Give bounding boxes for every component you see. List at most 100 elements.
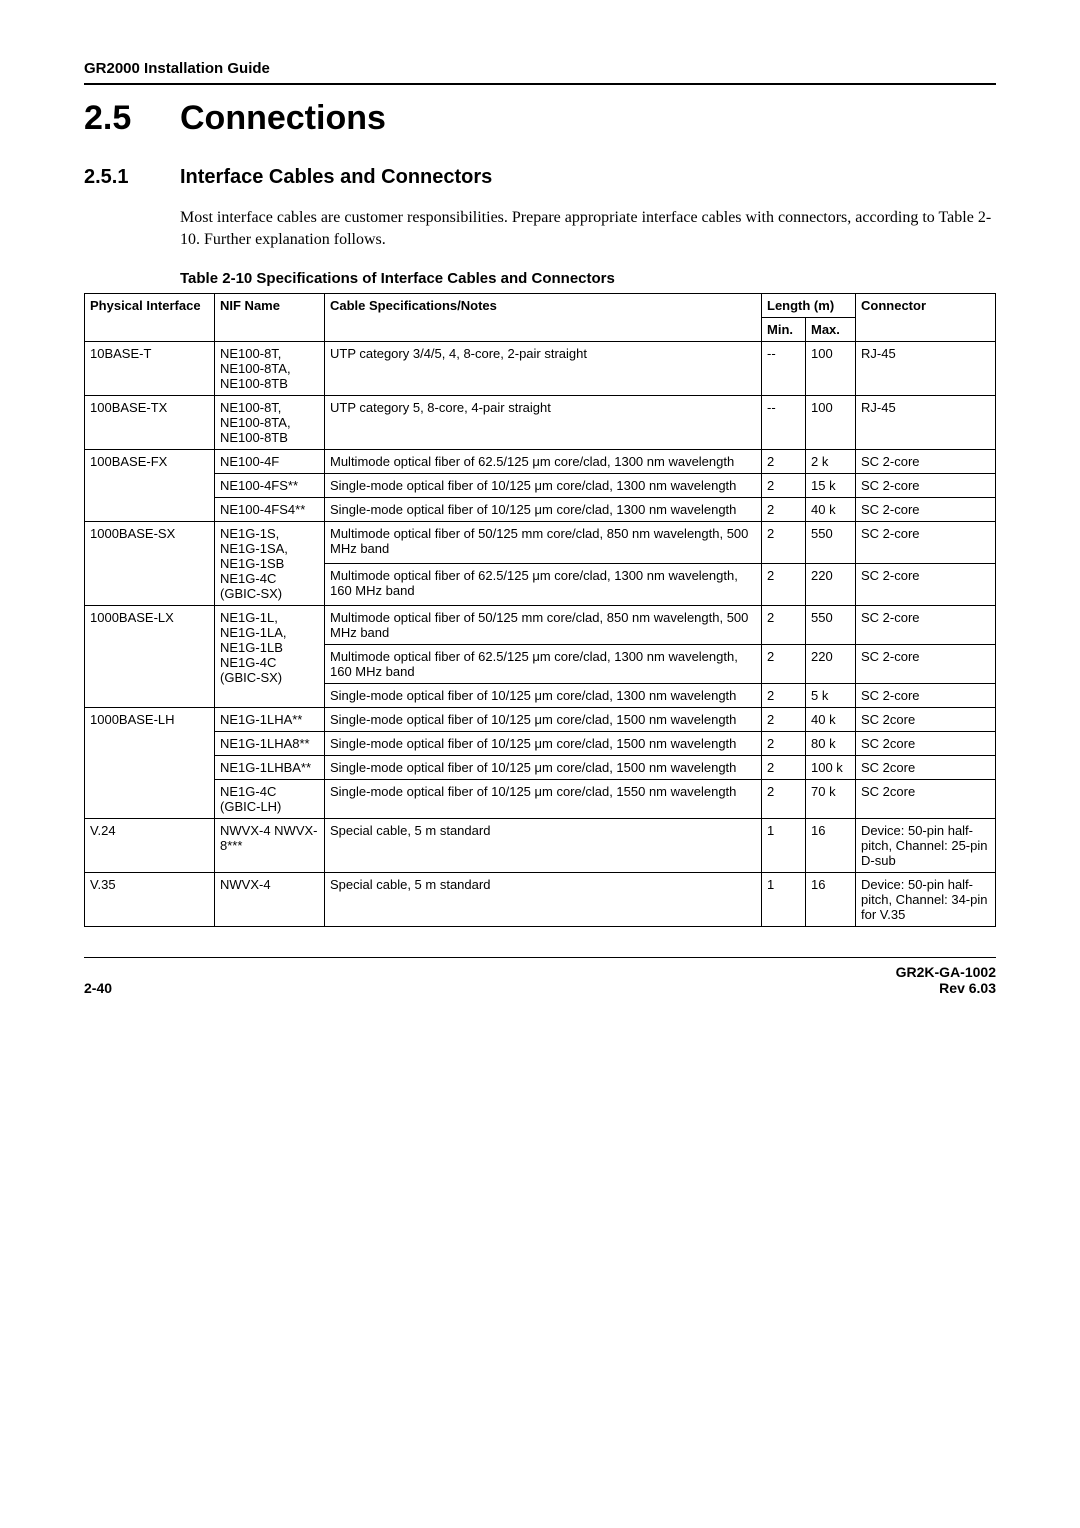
cell-max: 100 k xyxy=(806,756,856,780)
col-physical-interface: Physical Interface xyxy=(85,294,215,342)
cell-cable-spec: Special cable, 5 m standard xyxy=(325,819,762,873)
cell-nif-name: NE1G-1S, NE1G-1SA, NE1G-1SB NE1G-4C (GBI… xyxy=(215,522,325,606)
cell-physical-interface: 1000BASE-LX xyxy=(85,606,215,708)
cell-max: 550 xyxy=(806,522,856,564)
cell-cable-spec: Single-mode optical fiber of 10/125 μm c… xyxy=(325,684,762,708)
table-row: NE1G-1LHBA**Single-mode optical fiber of… xyxy=(85,756,996,780)
cell-nif-name: NE100-4FS** xyxy=(215,474,325,498)
subsection-number: 2.5.1 xyxy=(84,166,180,189)
cell-cable-spec: Single-mode optical fiber of 10/125 μm c… xyxy=(325,780,762,819)
cell-min: -- xyxy=(762,396,806,450)
cell-min: 2 xyxy=(762,645,806,684)
table-row: 1000BASE-SXNE1G-1S, NE1G-1SA, NE1G-1SB N… xyxy=(85,522,996,564)
table-caption: Table 2-10 Specifications of Interface C… xyxy=(180,270,996,287)
cell-nif-name: NE1G-1L, NE1G-1LA, NE1G-1LB NE1G-4C (GBI… xyxy=(215,606,325,708)
cell-nif-name: NE1G-4C (GBIC-LH) xyxy=(215,780,325,819)
cell-nif-name: NE100-4F xyxy=(215,450,325,474)
cell-connector: SC 2core xyxy=(856,780,996,819)
col-min: Min. xyxy=(762,318,806,342)
cell-min: 2 xyxy=(762,756,806,780)
col-nif-name: NIF Name xyxy=(215,294,325,342)
cell-max: 220 xyxy=(806,564,856,606)
cell-nif-name: NWVX-4 NWVX-8*** xyxy=(215,819,325,873)
cell-connector: SC 2-core xyxy=(856,522,996,564)
cell-max: 220 xyxy=(806,645,856,684)
col-cable-spec: Cable Specifications/Notes xyxy=(325,294,762,342)
cell-max: 40 k xyxy=(806,498,856,522)
cell-max: 2 k xyxy=(806,450,856,474)
intro-paragraph: Most interface cables are customer respo… xyxy=(180,207,996,250)
section-heading: 2.5 Connections xyxy=(84,99,996,138)
cell-min: 1 xyxy=(762,873,806,927)
cell-min: 2 xyxy=(762,684,806,708)
table-row: NE1G-1LHA8**Single-mode optical fiber of… xyxy=(85,732,996,756)
table-row: V.24NWVX-4 NWVX-8***Special cable, 5 m s… xyxy=(85,819,996,873)
cell-max: 70 k xyxy=(806,780,856,819)
cell-connector: SC 2core xyxy=(856,708,996,732)
cell-physical-interface: 10BASE-T xyxy=(85,342,215,396)
cell-cable-spec: Single-mode optical fiber of 10/125 μm c… xyxy=(325,708,762,732)
section-number: 2.5 xyxy=(84,99,180,138)
cell-cable-spec: UTP category 5, 8-core, 4-pair straight xyxy=(325,396,762,450)
cell-min: 2 xyxy=(762,732,806,756)
spec-table: Physical Interface NIF Name Cable Specif… xyxy=(84,293,996,927)
subsection-heading: 2.5.1 Interface Cables and Connectors xyxy=(84,166,996,189)
col-length: Length (m) xyxy=(762,294,856,318)
footer-doc-id: GR2K-GA-1002 xyxy=(896,964,996,980)
section-title: Connections xyxy=(180,99,386,138)
cell-cable-spec: Multimode optical fiber of 62.5/125 μm c… xyxy=(325,450,762,474)
cell-cable-spec: Multimode optical fiber of 62.5/125 μm c… xyxy=(325,645,762,684)
cell-connector: SC 2core xyxy=(856,732,996,756)
cell-max: 80 k xyxy=(806,732,856,756)
footer-doc-info: GR2K-GA-1002 Rev 6.03 xyxy=(896,964,996,996)
cell-cable-spec: Multimode optical fiber of 50/125 mm cor… xyxy=(325,606,762,645)
cell-connector: Device: 50-pin half-pitch, Channel: 34-p… xyxy=(856,873,996,927)
cell-connector: SC 2-core xyxy=(856,498,996,522)
cell-min: 2 xyxy=(762,780,806,819)
cell-connector: RJ-45 xyxy=(856,342,996,396)
col-connector: Connector xyxy=(856,294,996,342)
cell-nif-name: NE100-8T, NE100-8TA, NE100-8TB xyxy=(215,396,325,450)
cell-min: 2 xyxy=(762,564,806,606)
header-rule xyxy=(84,83,996,85)
running-head: GR2000 Installation Guide xyxy=(84,60,996,77)
cell-connector: SC 2-core xyxy=(856,474,996,498)
cell-cable-spec: UTP category 3/4/5, 4, 8-core, 2-pair st… xyxy=(325,342,762,396)
cell-max: 100 xyxy=(806,396,856,450)
cell-physical-interface: V.24 xyxy=(85,819,215,873)
subsection-title: Interface Cables and Connectors xyxy=(180,166,492,189)
cell-max: 550 xyxy=(806,606,856,645)
footer-page-number: 2-40 xyxy=(84,980,112,996)
table-row: 1000BASE-LXNE1G-1L, NE1G-1LA, NE1G-1LB N… xyxy=(85,606,996,645)
cell-min: 2 xyxy=(762,606,806,645)
cell-max: 16 xyxy=(806,873,856,927)
table-row: 100BASE-TXNE100-8T, NE100-8TA, NE100-8TB… xyxy=(85,396,996,450)
cell-nif-name: NE1G-1LHA** xyxy=(215,708,325,732)
page-footer: 2-40 GR2K-GA-1002 Rev 6.03 xyxy=(84,957,996,996)
cell-physical-interface: 100BASE-TX xyxy=(85,396,215,450)
cell-connector: SC 2-core xyxy=(856,450,996,474)
cell-max: 5 k xyxy=(806,684,856,708)
cell-connector: SC 2-core xyxy=(856,606,996,645)
cell-cable-spec: Single-mode optical fiber of 10/125 μm c… xyxy=(325,732,762,756)
cell-physical-interface: 100BASE-FX xyxy=(85,450,215,522)
cell-cable-spec: Single-mode optical fiber of 10/125 μm c… xyxy=(325,756,762,780)
cell-nif-name: NE100-4FS4** xyxy=(215,498,325,522)
cell-max: 40 k xyxy=(806,708,856,732)
cell-connector: SC 2core xyxy=(856,756,996,780)
cell-cable-spec: Multimode optical fiber of 50/125 mm cor… xyxy=(325,522,762,564)
table-header: Physical Interface NIF Name Cable Specif… xyxy=(85,294,996,342)
cell-nif-name: NE1G-1LHA8** xyxy=(215,732,325,756)
cell-max: 15 k xyxy=(806,474,856,498)
cell-cable-spec: Single-mode optical fiber of 10/125 μm c… xyxy=(325,474,762,498)
table-row: NE100-4FS**Single-mode optical fiber of … xyxy=(85,474,996,498)
cell-nif-name: NWVX-4 xyxy=(215,873,325,927)
table-row: 10BASE-TNE100-8T, NE100-8TA, NE100-8TBUT… xyxy=(85,342,996,396)
cell-min: 2 xyxy=(762,450,806,474)
cell-connector: RJ-45 xyxy=(856,396,996,450)
cell-physical-interface: 1000BASE-LH xyxy=(85,708,215,819)
cell-min: 2 xyxy=(762,474,806,498)
cell-connector: SC 2-core xyxy=(856,645,996,684)
table-row: 100BASE-FXNE100-4FMultimode optical fibe… xyxy=(85,450,996,474)
cell-physical-interface: 1000BASE-SX xyxy=(85,522,215,606)
